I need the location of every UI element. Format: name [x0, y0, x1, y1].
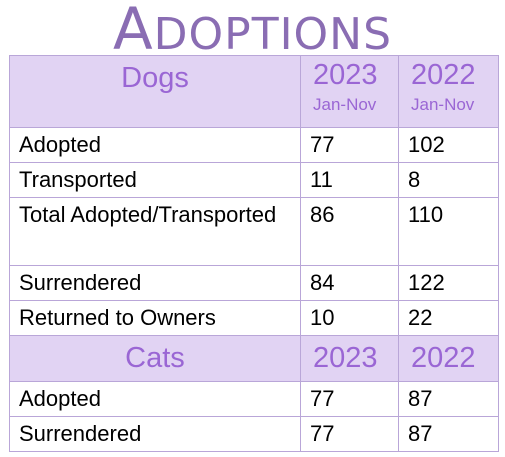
row-label: Adopted	[9, 381, 301, 417]
cell-2023: 10	[300, 300, 399, 336]
table-row: Adopted 77 102	[9, 127, 499, 163]
dogs-year-2022-header: 2022 Jan-Nov	[398, 55, 499, 128]
table-row: Returned to Owners 10 22	[9, 300, 499, 336]
table-row: Surrendered 84 122	[9, 265, 499, 301]
cats-year-2023-header: 2023	[300, 335, 399, 382]
cell-2023: 77	[300, 381, 399, 417]
year-range-label: Jan-Nov	[313, 95, 377, 114]
cats-header: Cats	[9, 335, 301, 382]
adoptions-table: Dogs 2023 Jan-Nov 2022 Jan-Nov Adopted 7…	[9, 55, 499, 452]
cell-2023: 86	[300, 197, 399, 266]
table-row: Transported 11 8	[9, 162, 499, 198]
dogs-header: Dogs	[9, 55, 301, 128]
table-row: Total Adopted/Transported 86 110	[9, 197, 499, 266]
cell-2022: 110	[398, 197, 499, 266]
dogs-header-row: Dogs 2023 Jan-Nov 2022 Jan-Nov	[9, 55, 499, 128]
cell-2023: 84	[300, 265, 399, 301]
cats-year-2022-header: 2022	[398, 335, 499, 382]
cell-2022: 87	[398, 381, 499, 417]
year-label: 2022	[411, 342, 476, 374]
page-title: ADOPTIONS	[0, 0, 505, 60]
cell-2023: 11	[300, 162, 399, 198]
cell-2022: 122	[398, 265, 499, 301]
row-label: Surrendered	[9, 265, 301, 301]
year-label: 2022	[411, 59, 476, 91]
title-first-letter: A	[112, 0, 154, 63]
table-row: Adopted 77 87	[9, 381, 499, 417]
cell-2022: 8	[398, 162, 499, 198]
row-label: Transported	[9, 162, 301, 198]
row-label: Total Adopted/Transported	[9, 197, 301, 266]
cell-2022: 102	[398, 127, 499, 163]
cell-2023: 77	[300, 416, 399, 452]
title-rest: DOPTIONS	[153, 9, 393, 60]
year-label: 2023	[313, 59, 378, 91]
row-label: Adopted	[9, 127, 301, 163]
cell-2023: 77	[300, 127, 399, 163]
dogs-year-2023-header: 2023 Jan-Nov	[300, 55, 399, 128]
row-label: Returned to Owners	[9, 300, 301, 336]
year-range-label: Jan-Nov	[411, 95, 475, 114]
year-label: 2023	[313, 342, 378, 374]
row-label: Surrendered	[9, 416, 301, 452]
cell-2022: 22	[398, 300, 499, 336]
cats-header-row: Cats 2023 2022	[9, 335, 499, 382]
cell-2022: 87	[398, 416, 499, 452]
table-row: Surrendered 77 87	[9, 416, 499, 452]
